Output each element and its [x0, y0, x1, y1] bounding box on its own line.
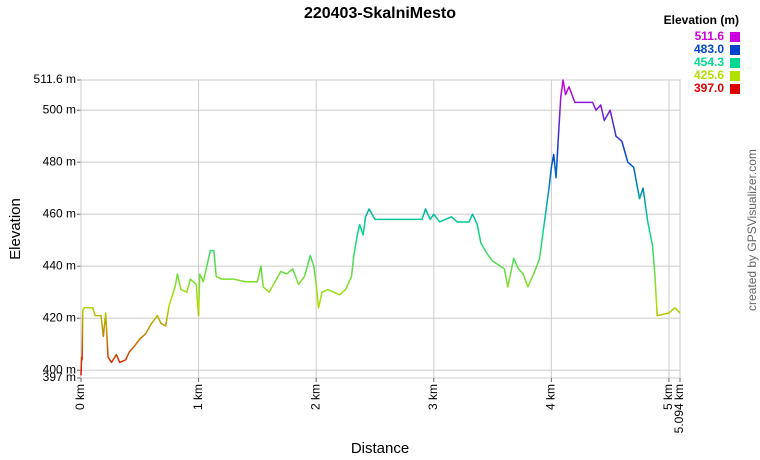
legend-swatch — [730, 71, 740, 81]
y-tick-label: 500 m — [43, 102, 76, 116]
x-tick-label: 5.094 km — [672, 384, 686, 433]
legend-title: Elevation (m) — [664, 13, 739, 27]
x-tick-label: 4 km — [544, 384, 558, 410]
x-tick-label: 3 km — [426, 384, 440, 410]
legend-swatch — [730, 45, 740, 55]
y-axis-title: Elevation — [7, 198, 24, 260]
legend-label: 397.0 — [694, 81, 724, 95]
y-tick-label: 400 m — [43, 362, 76, 376]
x-tick-label: 1 km — [191, 384, 205, 410]
legend-label: 454.3 — [694, 55, 724, 69]
x-tick-label: 0 km — [73, 384, 87, 410]
y-tick-label: 511.6 m — [34, 72, 76, 86]
x-tick-label: 5 km — [661, 384, 675, 410]
plot-frame — [80, 79, 681, 379]
chart-title: 220403-SkalniMesto — [304, 5, 456, 22]
y-tick-label: 440 m — [43, 258, 76, 272]
elevation-line — [80, 79, 681, 376]
y-tick-label: 480 m — [43, 154, 76, 168]
credit: created by GPSVisualizer.com — [745, 149, 759, 311]
x-tick-label: 2 km — [308, 384, 322, 410]
legend-swatch — [730, 84, 740, 94]
y-tick-label: 460 m — [43, 206, 76, 220]
y-tick-label: 420 m — [43, 310, 76, 324]
legend-swatch — [730, 32, 740, 42]
legend-label: 483.0 — [694, 42, 724, 56]
legend-swatch — [730, 58, 740, 68]
y-tick-label: 397 m — [43, 370, 76, 384]
legend-label: 511.6 — [695, 29, 725, 43]
x-axis-title: Distance — [351, 440, 409, 457]
legend-label: 425.6 — [694, 68, 724, 82]
